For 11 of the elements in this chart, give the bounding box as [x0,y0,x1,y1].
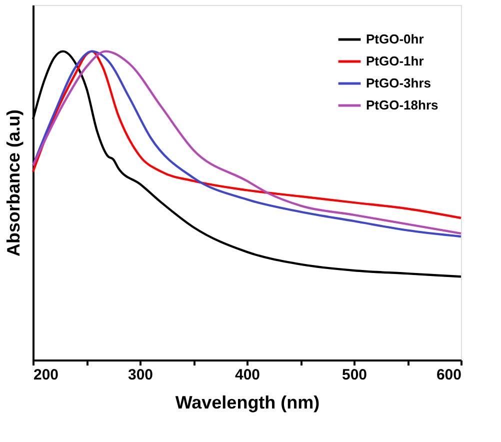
legend-label: PtGO-18hrs [366,98,438,112]
x-tick-label: 500 [342,366,368,384]
y-axis-title: Absorbance (a.u) [4,109,24,257]
legend-label: PtGO-0hr [366,32,424,46]
legend-label: PtGO-3hrs [366,76,432,90]
x-axis-title: Wavelength (nm) [175,392,320,412]
legend-label: PtGO-1hr [366,54,424,68]
x-tick-label: 200 [34,366,59,384]
x-tick-label: 600 [436,366,462,384]
x-tick-label: 400 [234,366,260,384]
x-tick-label: 300 [128,366,154,384]
